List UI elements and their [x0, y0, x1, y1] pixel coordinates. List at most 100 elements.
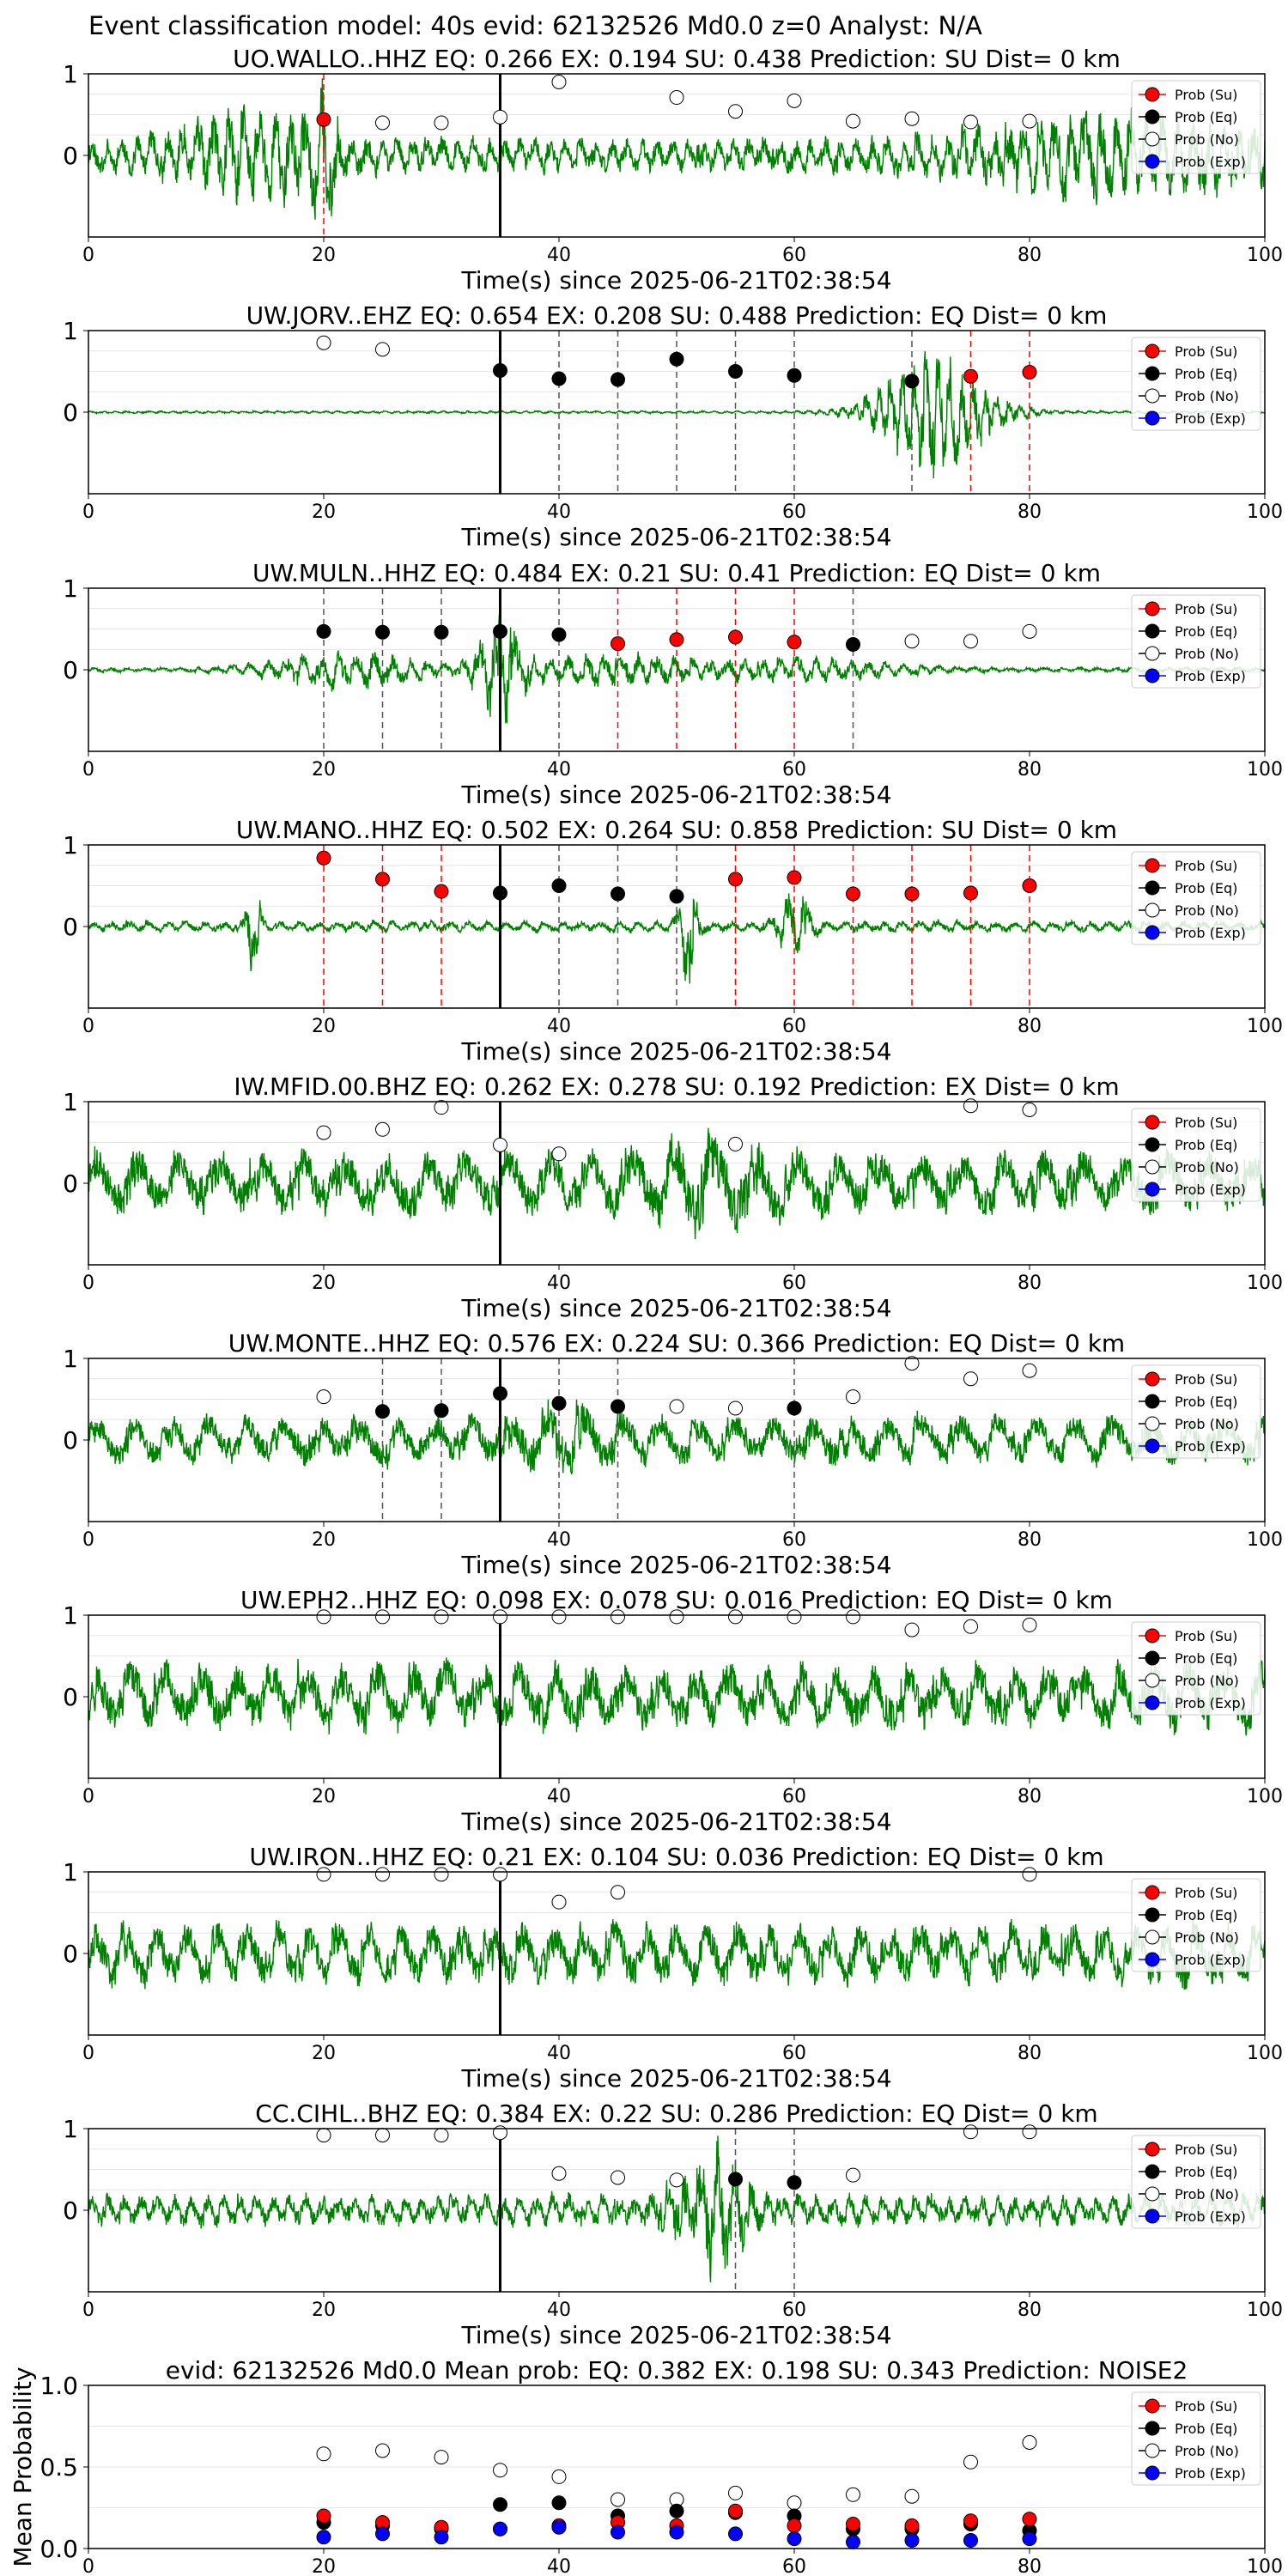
x-tick-label: 80 — [1018, 2300, 1042, 2321]
x-tick-label: 100 — [1247, 2043, 1283, 2064]
prob-marker-no — [611, 2170, 625, 2185]
x-tick-label: 100 — [1247, 759, 1283, 781]
legend-label: Prob (Su) — [1175, 2142, 1237, 2158]
prob-marker-eq — [669, 889, 684, 904]
mean-prob-marker-no — [963, 2454, 978, 2470]
legend-marker — [1145, 2164, 1160, 2179]
prob-marker-eq — [375, 624, 390, 640]
x-tick-label: 80 — [1018, 1529, 1042, 1551]
prob-marker-no — [493, 109, 507, 125]
prob-marker-no — [316, 1125, 331, 1140]
legend-label: Prob (Exp) — [1175, 410, 1246, 427]
mean-prob-marker-su — [316, 2508, 331, 2524]
mean-prob-marker-exp — [551, 2519, 567, 2535]
x-tick-label: 80 — [1018, 1016, 1042, 1037]
prob-marker-no — [551, 2166, 567, 2181]
legend-marker — [1145, 646, 1160, 661]
mean-prob-marker-exp — [434, 2530, 449, 2545]
prob-marker-eq — [316, 623, 331, 639]
prob-marker-no — [846, 2167, 860, 2183]
prob-marker-su — [669, 632, 684, 647]
x-tick-label: 40 — [547, 1529, 571, 1551]
mean-prob-marker-no — [551, 2469, 567, 2484]
legend-label: Prob (Su) — [1175, 858, 1237, 874]
panel-title: UW.MANO..HHZ EQ: 0.502 EX: 0.264 SU: 0.8… — [236, 816, 1117, 844]
x-axis-label: Time(s) since 2025-06-21T02:38:54 — [460, 523, 891, 551]
prob-marker-no — [669, 1609, 684, 1625]
prob-marker-no — [316, 1389, 331, 1405]
prob-marker-eq — [551, 878, 567, 893]
prob-marker-eq — [434, 1403, 449, 1419]
y-tick-label: 1.0 — [39, 2372, 78, 2400]
x-axis-label: Time(s) since 2025-06-21T02:38:54 — [460, 2064, 891, 2093]
mean-prob-marker-exp — [904, 2533, 920, 2548]
legend-marker — [1145, 2443, 1160, 2458]
prob-marker-no — [728, 104, 743, 119]
station-panel: 0 1 UW.IRON..HHZ EQ: 0.21 EX: 0.104 SU: 0.… — [63, 1843, 1283, 2093]
y-tick-label: 0 — [63, 142, 78, 170]
panel-title: UW.IRON..HHZ EQ: 0.21 EX: 0.104 SU: 0.03… — [249, 1843, 1103, 1871]
prob-marker-su — [846, 886, 860, 902]
prob-marker-no — [669, 1399, 684, 1414]
plot-frame — [88, 330, 1266, 495]
plot-frame — [88, 2128, 1266, 2293]
legend-label: Prob (Eq) — [1175, 880, 1237, 896]
x-tick-label: 100 — [1247, 2300, 1283, 2321]
waveform-trace — [88, 893, 1265, 984]
x-tick-label: 0 — [82, 1529, 94, 1551]
y-tick-label: 0 — [63, 1683, 78, 1711]
legend-label: Prob (Exp) — [1175, 1695, 1246, 1711]
legend-label: Prob (Eq) — [1175, 2421, 1237, 2437]
legend-label: Prob (No) — [1175, 2186, 1239, 2202]
legend-box — [1131, 1364, 1261, 1459]
y-axis-label: Mean Probability — [9, 2366, 37, 2567]
y-tick-label: 0 — [63, 1940, 78, 1968]
prob-marker-no — [1022, 623, 1037, 639]
legend-label: Prob (Su) — [1175, 1115, 1237, 1131]
waveform-trace — [88, 350, 1265, 479]
legend-label: Prob (No) — [1175, 1929, 1239, 1946]
prob-marker-no — [493, 2125, 507, 2141]
prob-marker-eq — [434, 624, 449, 640]
x-tick-label: 80 — [1018, 759, 1042, 781]
legend-label: Prob (Eq) — [1175, 1650, 1237, 1667]
mean-prob-marker-exp — [669, 2524, 684, 2540]
prob-marker-no — [963, 114, 978, 130]
prob-marker-su — [316, 850, 331, 866]
prob-marker-eq — [611, 886, 625, 902]
plot-frame — [88, 2385, 1266, 2549]
y-tick-label: 0 — [63, 656, 78, 684]
prob-marker-su — [963, 885, 978, 901]
prob-marker-su — [434, 884, 449, 899]
legend-marker — [1145, 1695, 1160, 1710]
x-tick-label: 0 — [82, 245, 94, 266]
prob-marker-no — [787, 93, 802, 108]
legend-marker — [1145, 1628, 1160, 1643]
mean-probability-panel: 0.0 0.5 1.0 evid: 62132526 Md0.0 Mean prob:… — [9, 2356, 1283, 2576]
legend-label: Prob (No) — [1175, 131, 1239, 148]
prob-marker-su — [1022, 364, 1037, 380]
prob-marker-no — [611, 1609, 625, 1625]
prob-marker-no — [434, 115, 449, 131]
prob-marker-no — [963, 1371, 978, 1387]
mean-prob-marker-exp — [963, 2533, 978, 2548]
panel-title: UW.MONTE..HHZ EQ: 0.576 EX: 0.224 SU: 0.… — [228, 1329, 1125, 1358]
y-tick-label: 0 — [63, 398, 78, 427]
prob-marker-no — [434, 1867, 449, 1882]
prob-marker-eq — [551, 1395, 567, 1411]
legend-marker — [1145, 109, 1160, 125]
x-tick-label: 60 — [782, 501, 806, 523]
plot-frame — [88, 1871, 1266, 2036]
prob-marker-no — [904, 634, 920, 649]
prob-marker-no — [551, 1894, 567, 1910]
prob-marker-su — [1022, 878, 1037, 893]
x-axis-label: Time(s) since 2025-06-21T02:38:54 — [460, 1294, 891, 1322]
y-tick-label: 1 — [63, 574, 78, 603]
plot-frame — [88, 1614, 1266, 1779]
prob-marker-no — [846, 1389, 860, 1405]
station-panel: 0 1 UW.EPH2..HHZ EQ: 0.098 EX: 0.078 SU: 0… — [63, 1586, 1283, 1836]
legend-marker — [1145, 1182, 1160, 1197]
prob-marker-su — [963, 368, 978, 384]
x-tick-label: 40 — [547, 2043, 571, 2064]
mean-prob-marker-su — [846, 2517, 860, 2531]
